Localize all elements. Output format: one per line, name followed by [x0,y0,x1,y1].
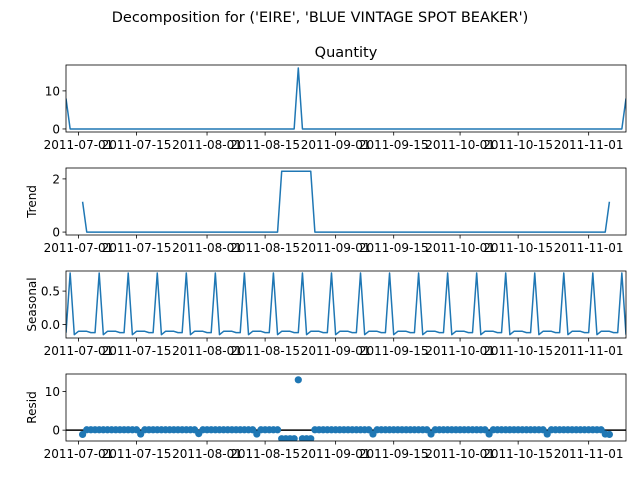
seasonal-ylabel: Seasonal [25,277,39,331]
trend-xtick-label: 2011-09-01 [301,241,371,255]
quantity-ytick-label: 10 [45,84,60,98]
quantity-ytick-label: 0 [52,122,60,136]
resid-xtick-label: 2011-10-15 [483,447,553,461]
trend-ytick-label: 2 [52,172,60,186]
resid-xtick-label: 2011-10-01 [425,447,495,461]
seasonal-xtick-label: 2011-08-15 [230,344,300,358]
quantity-xtick-label: 2011-10-15 [483,138,553,152]
trend-xtick-label: 2011-10-01 [425,241,495,255]
figure-title: Decomposition for ('EIRE', 'BLUE VINTAGE… [112,10,529,26]
resid-point [605,430,614,439]
quantity-xtick-label: 2011-08-15 [230,138,300,152]
quantity-xtick-label: 2011-07-15 [102,138,172,152]
trend-xtick-label: 2011-07-15 [102,241,172,255]
seasonal-axes-frame [65,270,627,339]
resid-ytick-label: 0 [52,424,60,438]
resid-point [307,435,315,441]
trend-ytick-label: 0 [52,226,60,240]
resid-xtick-label: 2011-11-01 [554,447,624,461]
seasonal-ytick-label: 0.0 [41,318,60,332]
resid-xtick-label: 2011-09-15 [359,447,429,461]
resid-point [290,435,298,441]
seasonal-series-line [66,272,626,336]
seasonal-ytick-label: 0.5 [41,285,60,299]
seasonal-xtick-label: 2011-10-15 [483,344,553,358]
resid-xtick-label: 2011-09-01 [301,447,371,461]
quantity-series-line [66,67,626,130]
seasonal-xtick-label: 2011-10-01 [425,344,495,358]
quantity-xtick-label: 2011-09-15 [359,138,429,152]
quantity-xtick-label: 2011-10-01 [425,138,495,152]
trend-xtick-label: 2011-09-15 [359,241,429,255]
quantity-axes-frame [65,64,627,133]
seasonal-xtick-label: 2011-08-01 [172,344,242,358]
seasonal-xtick-label: 2011-11-01 [554,344,624,358]
trend-axes-frame [65,167,627,236]
quantity-xtick-label: 2011-09-01 [301,138,371,152]
seasonal-xtick-label: 2011-07-01 [44,344,114,358]
resid-xtick-label: 2011-07-15 [102,447,172,461]
quantity-title: Quantity [315,45,378,61]
resid-point [294,376,302,384]
resid-plot-area [78,376,614,441]
quantity-xtick-label: 2011-11-01 [554,138,624,152]
resid-xtick-label: 2011-08-01 [172,447,242,461]
trend-xtick-label: 2011-08-01 [172,241,242,255]
trend-plot-area [81,170,611,233]
resid-point [78,430,87,439]
resid-ylabel: Resid [25,391,39,423]
trend-xtick-label: 2011-08-15 [230,241,300,255]
seasonal-xtick-label: 2011-09-15 [359,344,429,358]
trend-xtick-label: 2011-07-01 [44,241,114,255]
trend-series-line [81,170,611,233]
resid-ytick-label: 10 [45,385,60,399]
seasonal-xtick-label: 2011-07-15 [102,344,172,358]
seasonal-xtick-label: 2011-09-01 [301,344,371,358]
seasonal-plot-area [66,272,626,336]
quantity-plot-area [66,67,626,130]
trend-xtick-label: 2011-10-15 [483,241,553,255]
quantity-xtick-label: 2011-08-01 [172,138,242,152]
quantity-xtick-label: 2011-07-01 [44,138,114,152]
resid-xtick-label: 2011-07-01 [44,447,114,461]
resid-axes-frame [65,373,627,442]
trend-xtick-label: 2011-11-01 [554,241,624,255]
trend-ylabel: Trend [25,185,39,219]
resid-point [273,426,282,434]
resid-xtick-label: 2011-08-15 [230,447,300,461]
